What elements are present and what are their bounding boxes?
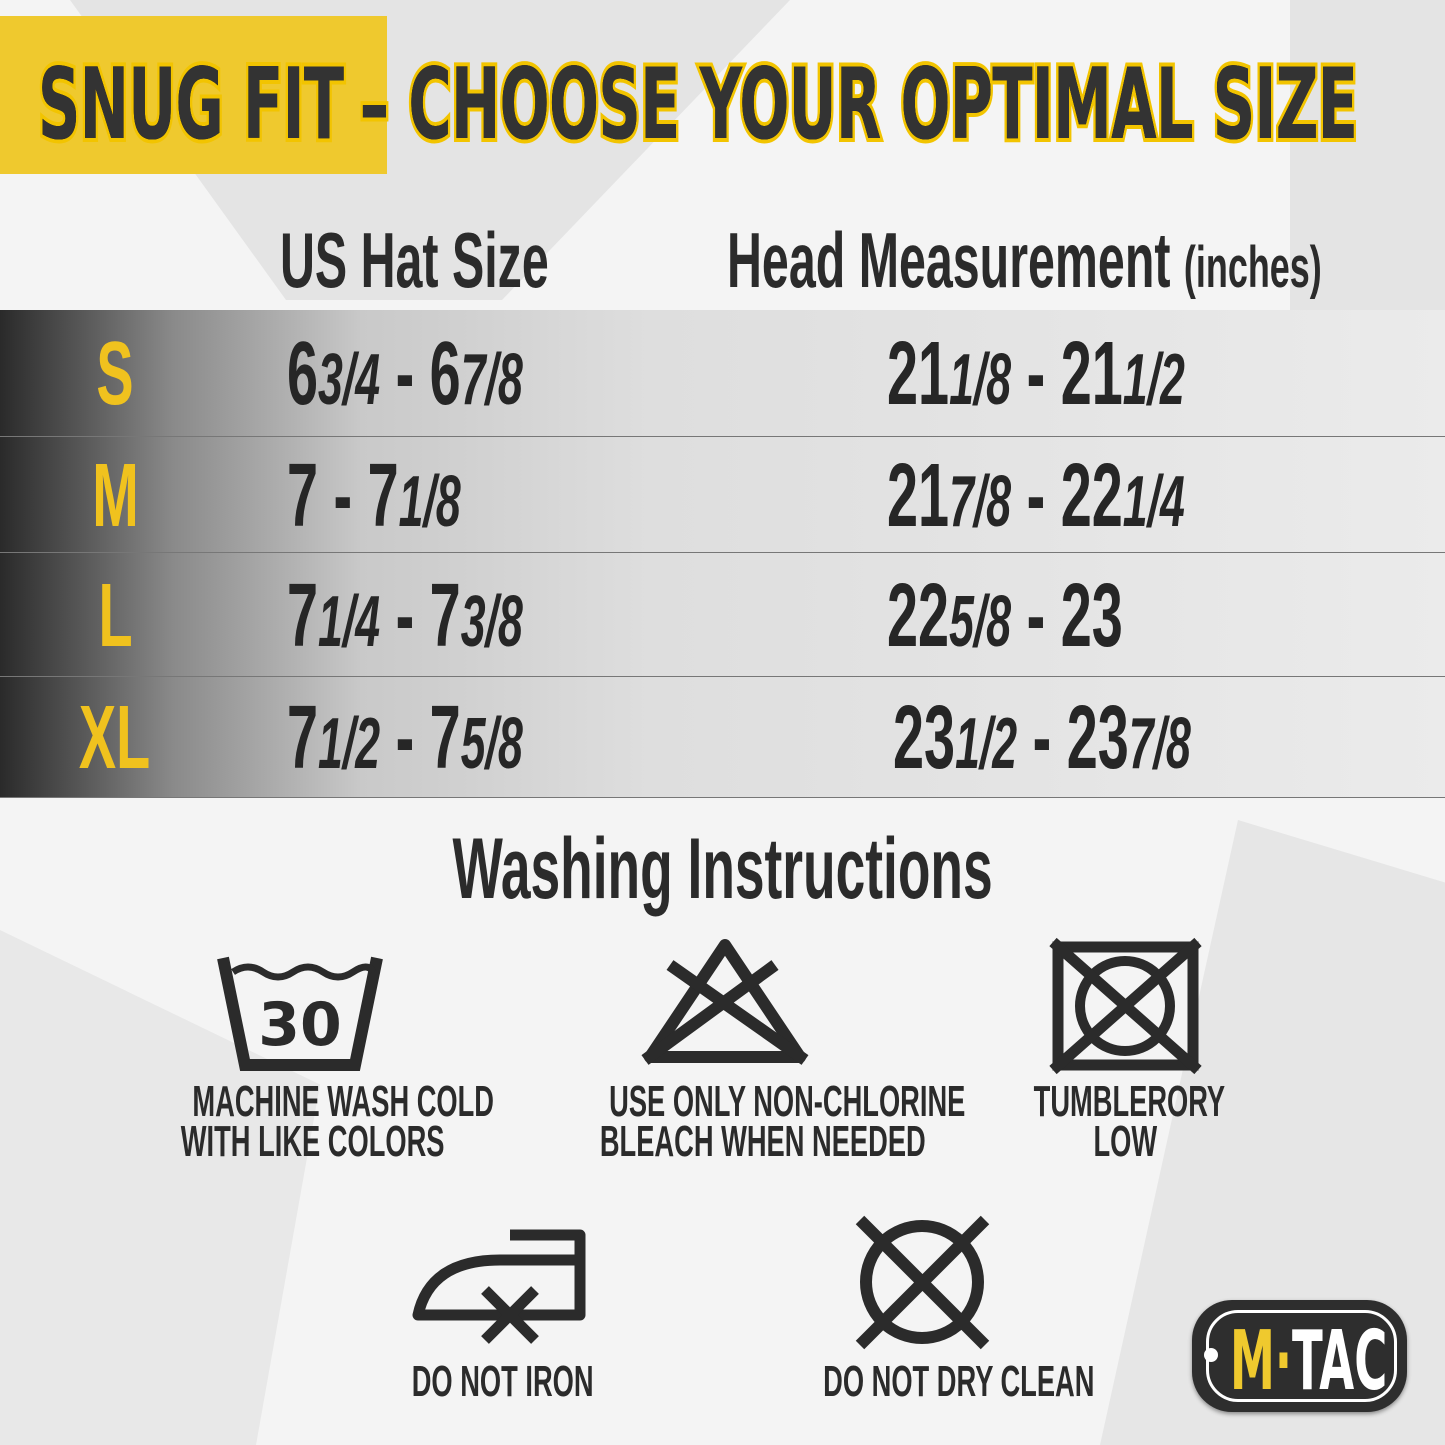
head-measurement-range: 217/8 - 221/4 [887, 445, 1185, 546]
hat-size-range: 71/4 - 73/8 [287, 565, 523, 666]
size-label: M [91, 445, 139, 546]
wash-tub-30-icon: 30 [217, 956, 383, 1071]
column-header-hat: US Hat Size [280, 216, 549, 304]
do-not-iron-icon [412, 1229, 586, 1344]
caption-bleach: USE ONLY NON-CHLORINE BLEACH WHEN NEEDED [599, 1077, 966, 1166]
caption-do-not-iron: DO NOT IRON [411, 1357, 594, 1406]
caption-do-not-dry-clean: DO NOT DRY CLEAN [823, 1357, 1095, 1406]
no-tumble-dry-icon [1049, 937, 1202, 1075]
column-header-head: Head Measurement (inches) [727, 216, 1322, 304]
size-label: XL [79, 688, 151, 788]
svg-text:30: 30 [258, 990, 342, 1060]
hat-size-range: 63/4 - 67/8 [287, 324, 523, 424]
background-shape [1290, 0, 1445, 320]
size-row-m: M 7 - 71/8 217/8 - 221/4 [0, 437, 1445, 553]
title-highlight [0, 16, 387, 174]
title-part-2: – CHOOSE YOUR OPTIMAL SIZE [357, 44, 1360, 166]
head-measurement-range: 231/2 - 237/8 [893, 688, 1191, 788]
title-part-1: SNUG FIT [36, 44, 347, 166]
size-label: L [97, 565, 133, 666]
size-row-l: L 71/4 - 73/8 225/8 - 23 [0, 553, 1445, 677]
head-measurement-range: 211/8 - 211/2 [887, 324, 1185, 424]
caption-machine-wash: MACHINE WASH COLD WITH LIKE COLORS [180, 1077, 495, 1166]
hat-size-range: 7 - 71/8 [287, 445, 461, 546]
do-not-dry-clean-icon [855, 1215, 990, 1350]
washing-title: Washing Instructions [452, 821, 993, 917]
hat-size-range: 71/2 - 75/8 [287, 688, 523, 788]
size-row-s: S 63/4 - 67/8 211/8 - 211/2 [0, 310, 1445, 437]
caption-tumble-dry: TUMBLERORY LOW [1033, 1077, 1226, 1166]
size-label: S [96, 324, 134, 424]
page-title: SNUG FIT – CHOOSE YOUR OPTIMAL SIZE [36, 44, 1445, 166]
size-row-xl: XL 71/2 - 75/8 231/2 - 237/8 [0, 677, 1445, 798]
unit-label: (inches) [1183, 235, 1322, 300]
brand-logo: M·TAC [1192, 1300, 1407, 1412]
head-measurement-range: 225/8 - 23 [887, 565, 1123, 666]
no-chlorine-bleach-icon [641, 939, 809, 1065]
